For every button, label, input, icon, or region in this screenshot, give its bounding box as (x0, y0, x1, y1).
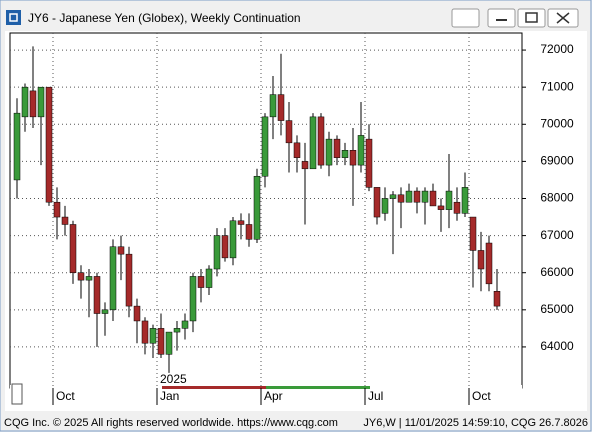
candle-body (301, 161, 309, 170)
candle-body (373, 187, 381, 218)
candle-body (349, 150, 357, 166)
x-tick-label: Jul (368, 389, 383, 403)
candle-body (21, 86, 29, 118)
candle-body (133, 305, 141, 322)
maximize-button[interactable] (517, 8, 546, 28)
y-tick-label: 72000 (540, 42, 574, 56)
candle-body (277, 94, 285, 121)
y-tick-label: 65000 (540, 302, 574, 316)
candle-body (485, 242, 493, 285)
candle-body (61, 216, 69, 225)
candle-body (45, 86, 53, 203)
candle-body (429, 190, 437, 207)
candle-body (453, 201, 461, 214)
candle-body (269, 94, 277, 118)
candle-body (261, 116, 269, 177)
y-tick-label: 70000 (540, 116, 574, 130)
candle-body (477, 250, 485, 270)
candle-body (197, 276, 205, 288)
candle-body (237, 220, 245, 225)
candle-body (165, 331, 173, 355)
y-tick-label: 64000 (540, 339, 574, 353)
scroll-handle[interactable] (11, 383, 23, 405)
candle-body (221, 235, 229, 259)
candle-body (445, 190, 453, 210)
candle-body (149, 328, 157, 344)
candle-body (461, 187, 469, 214)
candle-body (85, 276, 93, 281)
x-tick-label: Oct (56, 389, 75, 403)
candle-body (189, 276, 197, 322)
candle-body (285, 120, 293, 144)
candle-body (53, 201, 61, 218)
x-tick-label: Oct (472, 389, 491, 403)
candle-body (29, 90, 37, 118)
candle-body (101, 309, 109, 314)
candle-body (141, 320, 149, 344)
candle-body (109, 246, 117, 311)
candle-body (13, 112, 21, 181)
app-icon-glyph (9, 13, 18, 22)
candle-body (437, 205, 445, 210)
x-tick-label: Jan (160, 389, 179, 403)
link-button[interactable] (451, 8, 480, 28)
candle-body (405, 190, 413, 203)
x-tick-label: Apr (264, 389, 283, 403)
candle-body (357, 135, 365, 166)
app-icon (6, 10, 21, 25)
y-tick-label: 66000 (540, 265, 574, 279)
y-tick-label: 69000 (540, 154, 574, 168)
year-label: 2025 (160, 372, 187, 386)
footer-left: CQG Inc. © 2025 All rights reserved worl… (4, 417, 338, 429)
candle-body (229, 220, 237, 259)
candle-body (341, 150, 349, 158)
candle-body (333, 138, 341, 158)
timeline-segment (162, 386, 266, 389)
footer-right: JY6,W | 11/01/2025 14:59:10, CQG 26.7.80… (363, 417, 588, 429)
candle-body (325, 138, 333, 166)
candle-body (493, 291, 501, 307)
candle-body (245, 224, 253, 240)
candle-body (125, 253, 133, 307)
candle-body (93, 276, 101, 314)
candle-body (205, 268, 213, 288)
timeline-segment (266, 386, 370, 389)
candle-body (317, 116, 325, 166)
candle-body (397, 194, 405, 203)
candle-body (365, 138, 373, 188)
y-tick-label: 67000 (540, 228, 574, 242)
candle-body (37, 86, 45, 118)
candle-body (293, 142, 301, 158)
close-glyph (556, 12, 570, 24)
candle-body (77, 272, 85, 281)
candle-body (413, 190, 421, 203)
y-tick-label: 71000 (540, 79, 574, 93)
candle-body (253, 175, 261, 240)
candle-body (117, 246, 125, 255)
minimize-button[interactable] (487, 8, 516, 28)
candle-body (181, 320, 189, 329)
plot-frame (9, 32, 523, 389)
candle-body (421, 190, 429, 203)
candle-body (157, 328, 165, 355)
candle-body (213, 235, 221, 270)
candle-body (69, 224, 77, 273)
maximize-glyph (525, 12, 538, 23)
candle-body (389, 194, 397, 199)
y-tick-label: 68000 (540, 191, 574, 205)
candle-body (469, 216, 477, 251)
candle-body (381, 198, 389, 214)
candle-body (309, 116, 317, 170)
candle-body (173, 328, 181, 333)
window-title: JY6 - Japanese Yen (Globex), Weekly Cont… (28, 11, 301, 25)
